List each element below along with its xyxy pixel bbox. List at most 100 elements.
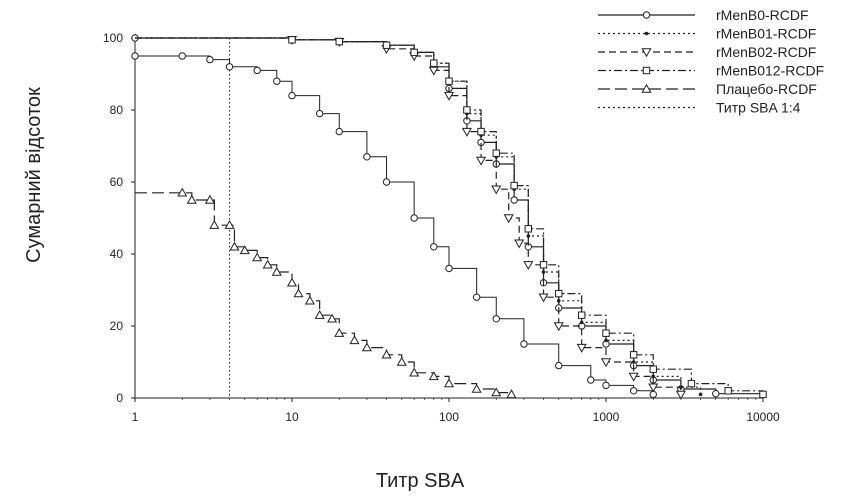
data-point: [555, 361, 563, 370]
series-2: [135, 37, 703, 397]
data-point: [675, 390, 686, 400]
series-line: [135, 192, 513, 395]
data-point: [651, 374, 656, 379]
legend-marker: [642, 66, 651, 75]
data-point: [538, 293, 549, 303]
data-point: [523, 261, 534, 271]
data-point: [492, 149, 500, 157]
data-point: [631, 360, 636, 364]
data-point: [759, 390, 767, 399]
x-tick-label: 1000: [593, 410, 620, 424]
data-point: [396, 356, 407, 366]
data-point: [327, 313, 338, 323]
data-point: [315, 109, 324, 118]
y-tick-label: 40: [110, 247, 124, 261]
data-point: [461, 127, 472, 137]
data-point: [382, 41, 391, 49]
legend-marker: [644, 31, 649, 36]
axes: 1 10 100 1000 10000 0 20 40 60 80 100: [103, 31, 780, 424]
data-point: [252, 252, 263, 262]
data-point: [335, 127, 343, 136]
data-point: [273, 77, 281, 85]
data-point: [293, 288, 304, 298]
y-tick-label: 20: [110, 319, 124, 333]
legend-item: rMenB01-RCDF: [598, 26, 816, 42]
data-point: [600, 358, 612, 368]
data-point: [262, 259, 273, 269]
data-point: [576, 343, 587, 353]
data-point: [712, 389, 720, 398]
data-point: [491, 185, 502, 195]
data-point: [629, 351, 638, 359]
data-point: [472, 293, 481, 301]
data-point: [334, 327, 345, 337]
data-point: [628, 372, 639, 382]
data-point: [555, 289, 563, 298]
legend-label: Плацебо-RCDF: [716, 81, 817, 97]
data-point: [477, 127, 485, 136]
x-tick-label: 100: [439, 410, 459, 424]
data-point: [335, 37, 343, 46]
data-point: [186, 194, 197, 204]
y-tick-label: 100: [103, 31, 123, 45]
data-point: [724, 387, 732, 395]
data-point: [492, 315, 500, 323]
data-point: [131, 52, 139, 60]
legend-item: Титр SBA 1:4: [598, 100, 801, 116]
data-point: [604, 338, 608, 343]
data-point: [445, 77, 453, 85]
data-point: [304, 295, 315, 305]
data-point: [177, 187, 188, 197]
data-point: [475, 156, 487, 166]
data-point: [471, 383, 482, 393]
data-point: [430, 59, 438, 67]
data-point: [577, 311, 586, 319]
data-point: [288, 36, 296, 44]
legend-item: rMenB012-RCDF: [598, 63, 824, 79]
legend-item: Плацебо-RCDF: [598, 81, 817, 97]
data-point: [687, 379, 696, 388]
data-point: [649, 365, 657, 373]
series-line: [135, 37, 764, 395]
data-point: [381, 349, 392, 359]
data-point: [526, 234, 531, 238]
y-tick-label: 60: [110, 175, 124, 189]
data-point: [506, 389, 517, 399]
data-point: [229, 241, 240, 251]
data-point: [361, 342, 372, 352]
data-point: [410, 48, 418, 57]
series-4: [135, 36, 767, 399]
data-point: [286, 277, 298, 287]
x-axis-title: Титр SBA: [376, 470, 465, 492]
data-point: [698, 392, 703, 397]
y-axis-title: Сумарний відсоток: [23, 87, 45, 263]
data-point: [629, 387, 638, 395]
data-point: [463, 106, 471, 114]
data-point: [539, 261, 548, 269]
data-point: [503, 214, 514, 224]
y-tick-label: 80: [110, 103, 124, 117]
data-point: [430, 243, 438, 251]
data-point: [288, 91, 296, 100]
x-tick-label: 1: [132, 410, 139, 424]
data-point: [271, 266, 282, 276]
legend-item: rMenB0-RCDF: [598, 7, 809, 23]
legend-item: rMenB02-RCDF: [598, 44, 816, 60]
x-tick-label: 10: [285, 410, 299, 424]
data-point: [428, 66, 439, 76]
data-point: [648, 383, 659, 393]
data-point: [514, 239, 525, 249]
data-point: [579, 320, 584, 325]
data-point: [204, 194, 215, 204]
data-point: [510, 196, 518, 204]
data-point: [239, 245, 250, 255]
x-tick-label: 10000: [746, 410, 780, 424]
data-point: [382, 178, 391, 186]
data-point: [178, 52, 186, 60]
legend-marker: [641, 83, 652, 93]
data-point: [524, 225, 533, 233]
data-point: [253, 66, 261, 75]
legend: rMenB0-RCDF rMenB01-RCDF rMenB02-RCDF rMenB…: [598, 7, 824, 116]
data-point: [602, 329, 610, 337]
